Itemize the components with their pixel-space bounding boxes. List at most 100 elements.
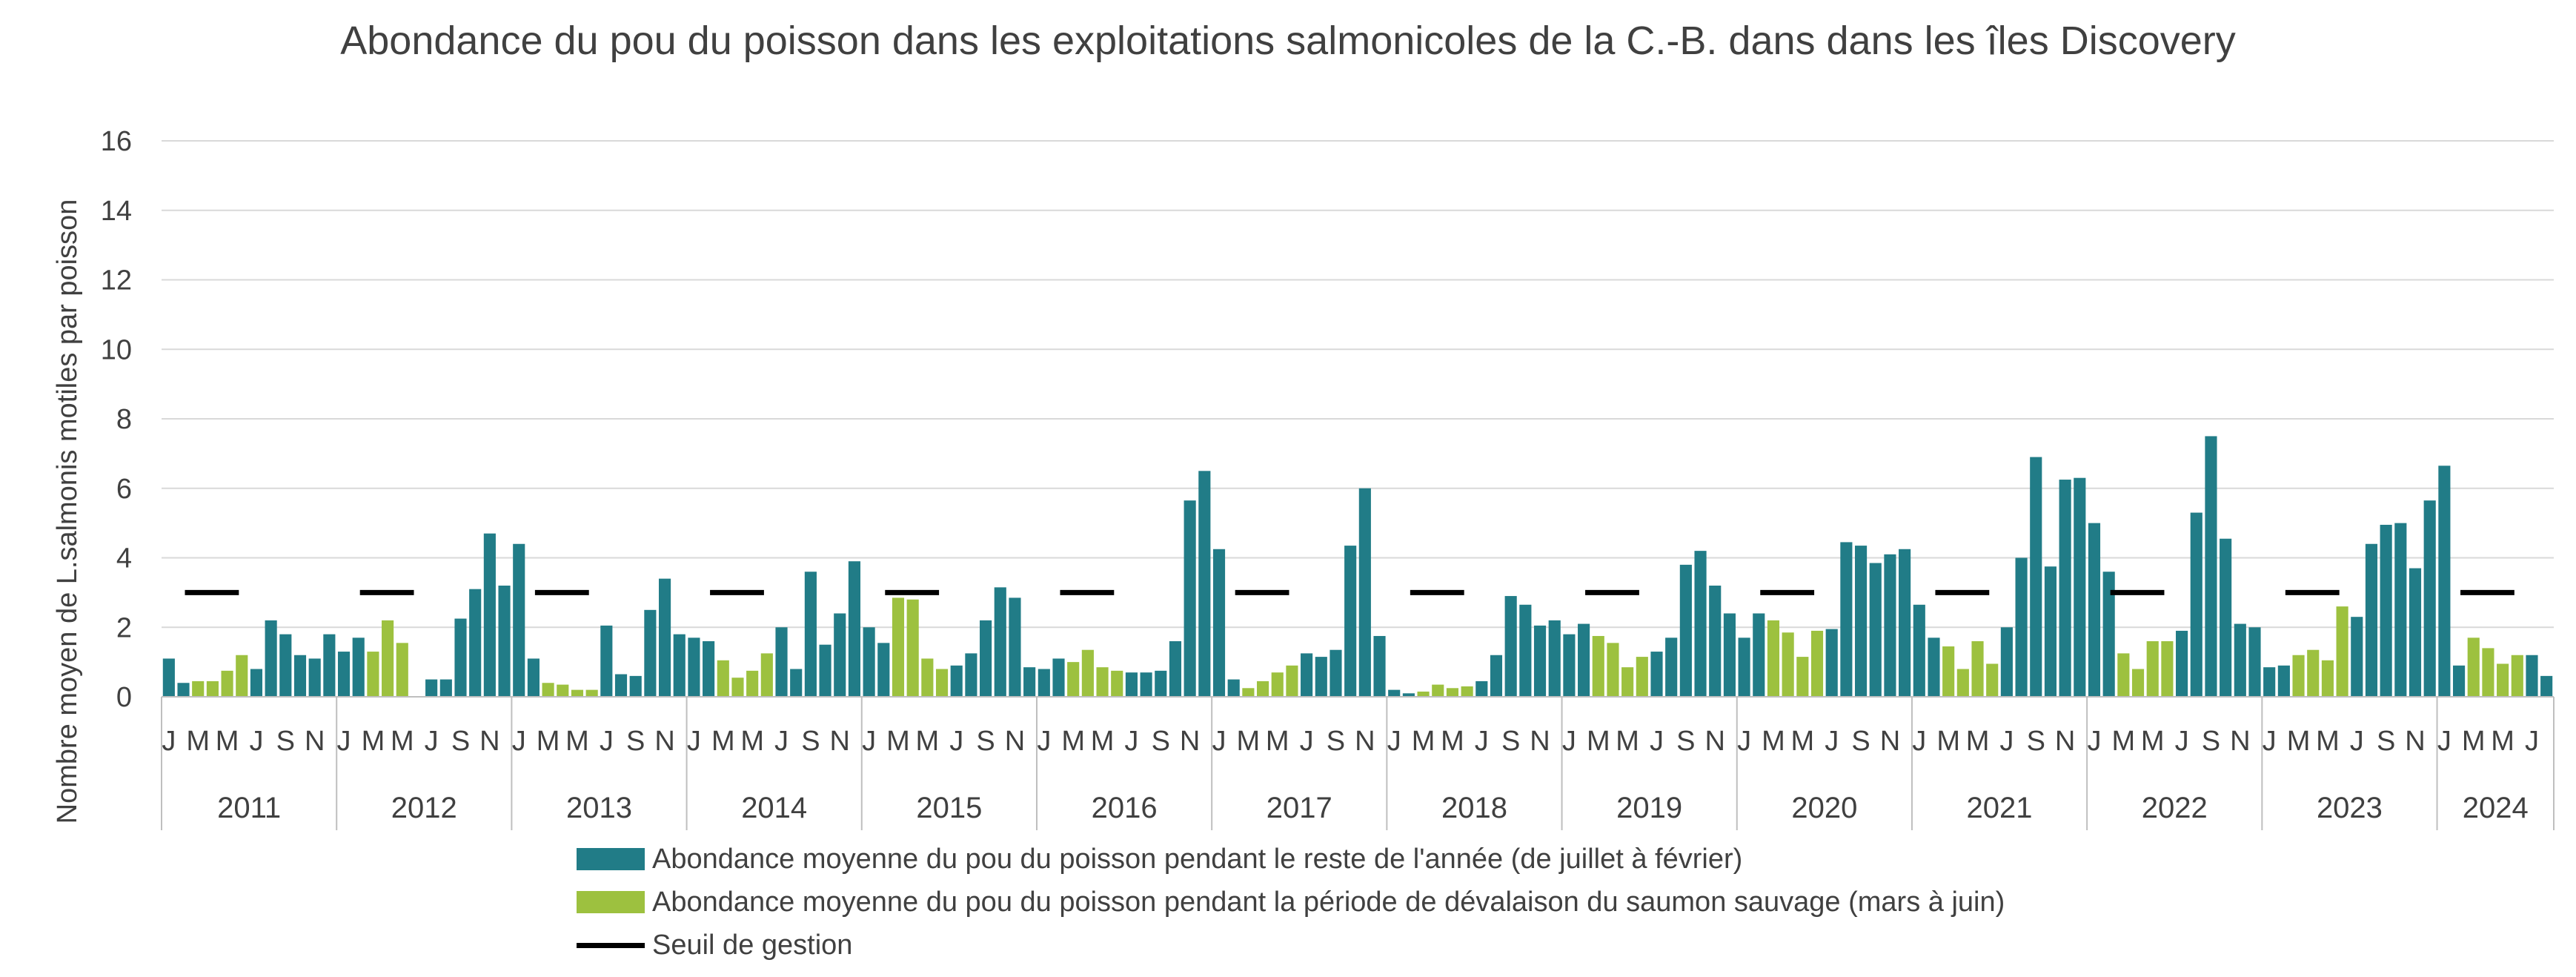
legend-swatch-green: [577, 891, 645, 913]
x-tick-label: M: [1441, 726, 1464, 757]
bar: [382, 620, 394, 697]
bar: [2030, 457, 2042, 697]
bar: [2190, 512, 2202, 697]
bar: [848, 561, 861, 697]
x-tick-label: S: [801, 726, 820, 757]
bar: [2044, 566, 2057, 697]
bar: [775, 627, 788, 697]
bar: [1242, 688, 1255, 697]
bar: [688, 637, 700, 697]
bar: [308, 658, 321, 697]
x-tick-label: S: [626, 726, 645, 757]
bar: [731, 678, 744, 697]
bar: [1607, 643, 1619, 697]
bar: [2307, 649, 2320, 697]
bar: [1928, 637, 1940, 697]
bar: [2146, 641, 2159, 697]
x-tick-label: M: [2491, 726, 2514, 757]
x-tick-label: J: [949, 726, 963, 757]
x-tick-label: M: [2316, 726, 2340, 757]
x-tick-label: J: [1650, 726, 1664, 757]
bar: [1665, 637, 1678, 697]
bar: [1548, 620, 1561, 697]
x-tick-label: J: [1300, 726, 1314, 757]
bar: [2321, 660, 2334, 697]
x-tick-label: M: [2462, 726, 2486, 757]
year-label: 2012: [391, 792, 457, 824]
x-tick-label: S: [1676, 726, 1695, 757]
x-tick-label: S: [2027, 726, 2045, 757]
bar: [236, 655, 248, 697]
x-tick-label: N: [654, 726, 674, 757]
x-tick-label: S: [1152, 726, 1170, 757]
x-tick-label: J: [2175, 726, 2189, 757]
x-tick-label: M: [565, 726, 589, 757]
bar: [1723, 613, 1736, 697]
bar: [425, 679, 438, 697]
x-tick-label: J: [512, 726, 526, 757]
x-tick-label: M: [186, 726, 210, 757]
x-tick-label: M: [1936, 726, 1960, 757]
x-tick-label: J: [2437, 726, 2451, 757]
x-tick-label: J: [1999, 726, 2014, 757]
bar: [2102, 572, 2115, 697]
bar: [206, 680, 219, 697]
x-tick-label: N: [830, 726, 850, 757]
bar: [2234, 623, 2246, 697]
bar: [1009, 597, 1021, 697]
x-tick-label: M: [1791, 726, 1815, 757]
x-tick-label: M: [2287, 726, 2311, 757]
bar: [1694, 551, 1707, 697]
bar: [1169, 641, 1182, 697]
x-tick-label: S: [1327, 726, 1345, 757]
bar: [1212, 549, 1226, 697]
bar: [2074, 477, 2086, 697]
bar: [2161, 641, 2174, 697]
bar: [1592, 635, 1604, 697]
bar: [1315, 657, 1327, 697]
year-label: 2020: [1791, 792, 1857, 824]
bar: [965, 653, 977, 697]
bar: [396, 643, 408, 697]
bar: [673, 634, 686, 697]
bar: [994, 587, 1006, 697]
bar: [1825, 629, 1838, 697]
bar: [703, 641, 715, 697]
x-tick-label: M: [740, 726, 764, 757]
x-tick-label: S: [276, 726, 295, 757]
bar: [323, 634, 336, 697]
bar: [804, 572, 817, 697]
x-tick-label: M: [1237, 726, 1261, 757]
bar: [1038, 669, 1050, 697]
bar: [2205, 436, 2217, 697]
bar: [1155, 670, 1167, 697]
x-tick-label: S: [1501, 726, 1520, 757]
x-tick-label: M: [537, 726, 560, 757]
bar: [1767, 620, 1780, 697]
bar: [834, 613, 846, 697]
bar: [863, 627, 875, 697]
bar: [483, 533, 496, 697]
bar: [1461, 686, 1473, 697]
chart-title: Abondance du pou du poisson dans les exp…: [340, 19, 2236, 63]
bar: [1446, 688, 1459, 697]
legend-swatch-threshold: [577, 942, 645, 948]
bar: [1504, 596, 1517, 697]
bar: [790, 669, 803, 697]
year-label: 2014: [741, 792, 807, 824]
x-tick-label: M: [1587, 726, 1610, 757]
bar: [367, 652, 379, 697]
bar: [221, 670, 233, 697]
bar: [585, 689, 598, 697]
bar: [1330, 649, 1342, 697]
x-tick-label: S: [2202, 726, 2220, 757]
x-tick-label: J: [2087, 726, 2101, 757]
x-tick-label: M: [1762, 726, 1785, 757]
y-tick-label: 16: [101, 126, 132, 157]
bar: [1533, 625, 1547, 697]
bar: [2131, 669, 2145, 697]
bar: [250, 669, 263, 697]
x-tick-label: J: [1037, 726, 1051, 757]
bars: [162, 436, 2553, 697]
